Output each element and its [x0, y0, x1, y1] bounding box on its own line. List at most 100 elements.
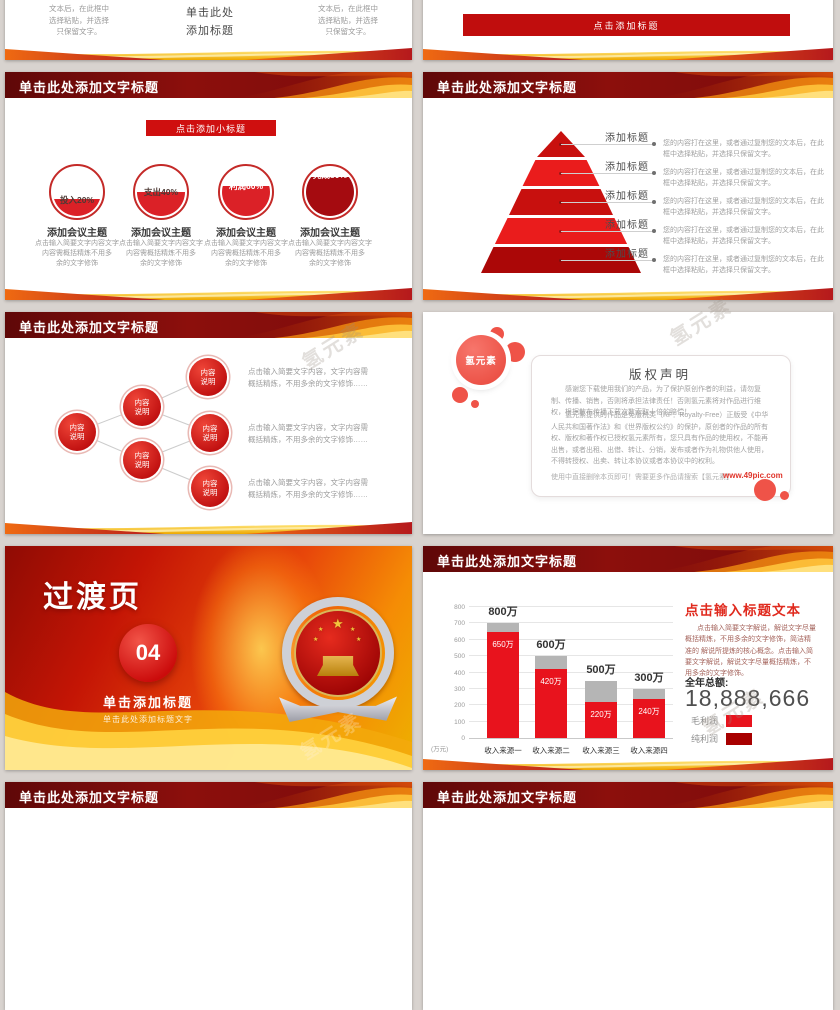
- level-desc: 您的内容打在这里，或者通过复制您的文本后，在此框中选择粘贴，并选择只保留文字。: [663, 227, 824, 245]
- item-title: 添加会议主题: [131, 228, 191, 239]
- node-desc: 点击输入简要文字内容，文字内容需 概括精炼，不用多余的文字修饰……: [248, 367, 368, 388]
- tax-emblem: ★ ★ ★ ★ ★: [273, 594, 403, 739]
- content-node: 内容 说明: [123, 388, 161, 426]
- slide-title: 单击此处添加文字标题: [19, 80, 160, 95]
- item-desc: 点击输入简要文字内容文字 内容需概括精炼不用多 余的文字修饰: [204, 240, 288, 268]
- y-tick-label: 800: [454, 604, 465, 611]
- transition-title: 过渡页: [43, 581, 142, 614]
- level-label: 添加标题: [605, 220, 649, 231]
- gridline: [469, 671, 673, 673]
- slide-thumb-bar-chart[interactable]: 单击此处添加文字标题 800万 650万 600万 420万 500万 220万…: [423, 546, 833, 770]
- bar-income-3: 500万 220万: [585, 664, 617, 738]
- y-tick-label: 0: [461, 735, 465, 742]
- bar-income-1: 800万 650万: [487, 606, 519, 738]
- bar-income-4: 300万 240万: [633, 672, 665, 738]
- total-value: 18,888,666: [685, 685, 811, 711]
- slide-thumb-network[interactable]: 单击此处添加文字标题 内容 说明 内容 说明 内容 说明 内容 说明 内容 说明…: [5, 312, 412, 534]
- legend-row: 纯利润: [691, 732, 753, 745]
- deco-circle: [452, 387, 468, 403]
- add-title-placeholder: 单击此处 添加标题: [186, 7, 234, 37]
- slide-title: 单击此处添加文字标题: [19, 790, 160, 805]
- gold-waves: [5, 692, 412, 770]
- level-desc: 您的内容打在这里，或者通过复制您的文本后，在此框中选择粘贴，并选择只保留文字。: [663, 198, 824, 216]
- level-desc: 您的内容打在这里，或者通过复制您的文本后，在此框中选择粘贴，并选择只保留文字。: [663, 169, 824, 187]
- emblem-core: [294, 609, 382, 697]
- y-tick-label: 400: [454, 669, 465, 677]
- gridline: [469, 720, 673, 722]
- item-desc: 点击输入简要文字内容文字 内容需概括精炼不用多 余的文字修饰: [288, 240, 372, 268]
- item-desc: 点击输入简要文字内容文字 内容需概括精炼不用多 余的文字修饰: [119, 240, 203, 268]
- gridline: [469, 704, 673, 706]
- bar-gray-segment: [585, 680, 617, 702]
- gridline: [469, 638, 673, 640]
- item-desc: 点击输入简要文字内容文字 内容需概括精炼不用多 余的文字修饰: [35, 240, 119, 268]
- copyright-paragraph: 感谢您下载使用我们的产品，为了保护原创作者的利益，请勿复制、传播、销售，否则将承…: [551, 386, 761, 417]
- website-link[interactable]: www.49pic.com: [723, 471, 783, 480]
- footer-swoosh: [5, 48, 412, 60]
- y-tick-label: 700: [454, 620, 465, 628]
- slide-thumb-transition[interactable]: ★ ★ ★ ★ ★ 过渡页 04 单击添加标题 单击此处添加标题文字: [5, 546, 412, 770]
- legend-label: 纯利润: [691, 734, 719, 744]
- footer-swoosh: [5, 288, 412, 300]
- x-tick-label: 收入来源三: [582, 746, 620, 755]
- level-label: 添加标题: [605, 133, 649, 144]
- x-tick-label: 收入来源四: [630, 746, 668, 755]
- bar-gray-segment: [633, 688, 665, 699]
- slide-thumb-percent-circles[interactable]: 单击此处添加文字标题 点击添加小标题 投入20% 支出40% 利润60% 完成8…: [5, 72, 412, 300]
- deco-circle: [754, 479, 776, 501]
- panel-title: 点击输入标题文本: [685, 603, 801, 618]
- brand-logo: 氢元素: [456, 335, 506, 385]
- percent-circle: 完成80%: [302, 164, 358, 220]
- level-label: 添加标题: [605, 191, 649, 202]
- bar-red-segment: 420万: [535, 669, 567, 738]
- y-axis-unit: (万元): [431, 746, 449, 753]
- percent-circle: 利润60%: [218, 164, 274, 220]
- legend-row: 毛利润: [691, 714, 753, 727]
- slide-title: 单击此处添加文字标题: [437, 80, 578, 95]
- level-label: 添加标题: [605, 249, 649, 260]
- percent-circle: 支出40%: [133, 164, 189, 220]
- slide-thumb-columns[interactable]: 添加文字 添加文字 添加文字 添加文字 添加文字 点击添加标题: [423, 0, 833, 60]
- bar-income-2: 600万 420万: [535, 639, 567, 738]
- node-desc: 点击输入简要文字内容，文字内容需 概括精炼，不用多余的文字修饰……: [248, 423, 368, 444]
- slide-title: 单击此处添加文字标题: [437, 554, 578, 569]
- footer-swoosh: [423, 758, 833, 770]
- bar-gray-segment: [535, 656, 567, 670]
- x-tick-label: 收入来源一: [484, 746, 522, 755]
- bar-red-segment: 240万: [633, 698, 665, 738]
- subtitle-button: 点击添加小标题: [146, 120, 276, 136]
- slide-thumb-pyramid[interactable]: 单击此处添加文字标题 添加标题 您的内容打在这里，或者通过复制您的文本后，在此框…: [423, 72, 833, 300]
- placeholder-text-column: 文本后，在此框中 选择粘贴，并选择 只保留文字。: [318, 4, 378, 37]
- add-title-button: 点击添加标题: [463, 14, 790, 36]
- legend-label: 毛利润: [691, 716, 719, 726]
- level-desc: 您的内容打在这里，或者通过复制您的文本后，在此框中选择粘贴，并选择只保留文字。: [663, 140, 824, 158]
- footer-swoosh: [423, 288, 833, 300]
- deco-circle: [471, 400, 479, 408]
- y-tick-label: 500: [454, 653, 465, 661]
- gridline: [469, 606, 673, 607]
- y-tick-label: 100: [454, 718, 465, 726]
- slide-thumb-partial[interactable]: 单击此处添加文字标题: [423, 782, 833, 1010]
- total-label: 全年总额:: [685, 678, 729, 689]
- legend-swatch: [726, 714, 753, 727]
- legend-swatch: [726, 732, 753, 745]
- y-tick-label: 200: [454, 702, 465, 710]
- section-number: 04: [119, 624, 177, 682]
- slide-thumb-copyright[interactable]: 氢元素 版权声明 感谢您下载使用我们的产品，为了保护原创作者的利益，请勿复制、传…: [423, 312, 833, 534]
- deco-circle: [505, 342, 525, 362]
- slide-thumb-text-layout[interactable]: 文本后，在此框中 选择粘贴，并选择 只保留文字。 单击此处 添加标题 文本后，在…: [5, 0, 412, 60]
- slide-title: 单击此处添加文字标题: [19, 320, 160, 335]
- bar-gray-segment: [487, 623, 519, 632]
- section-subtitle: 单击添加标题: [102, 695, 193, 710]
- content-node: 内容 说明: [58, 413, 96, 451]
- slide-thumb-partial[interactable]: 单击此处添加文字标题: [5, 782, 412, 1010]
- gridline: [469, 622, 673, 624]
- gate-glyph: [317, 656, 359, 676]
- template-preview-page: { "watermark": "氢元素", "slides": { "s0_le…: [5, 0, 833, 1010]
- deco-circle: [780, 491, 789, 500]
- gridline: [469, 655, 673, 657]
- footer-swoosh: [423, 48, 833, 60]
- content-node: 内容 说明: [123, 441, 161, 479]
- x-tick-label: 收入来源二: [532, 746, 570, 755]
- percent-circle: 投入20%: [49, 164, 105, 220]
